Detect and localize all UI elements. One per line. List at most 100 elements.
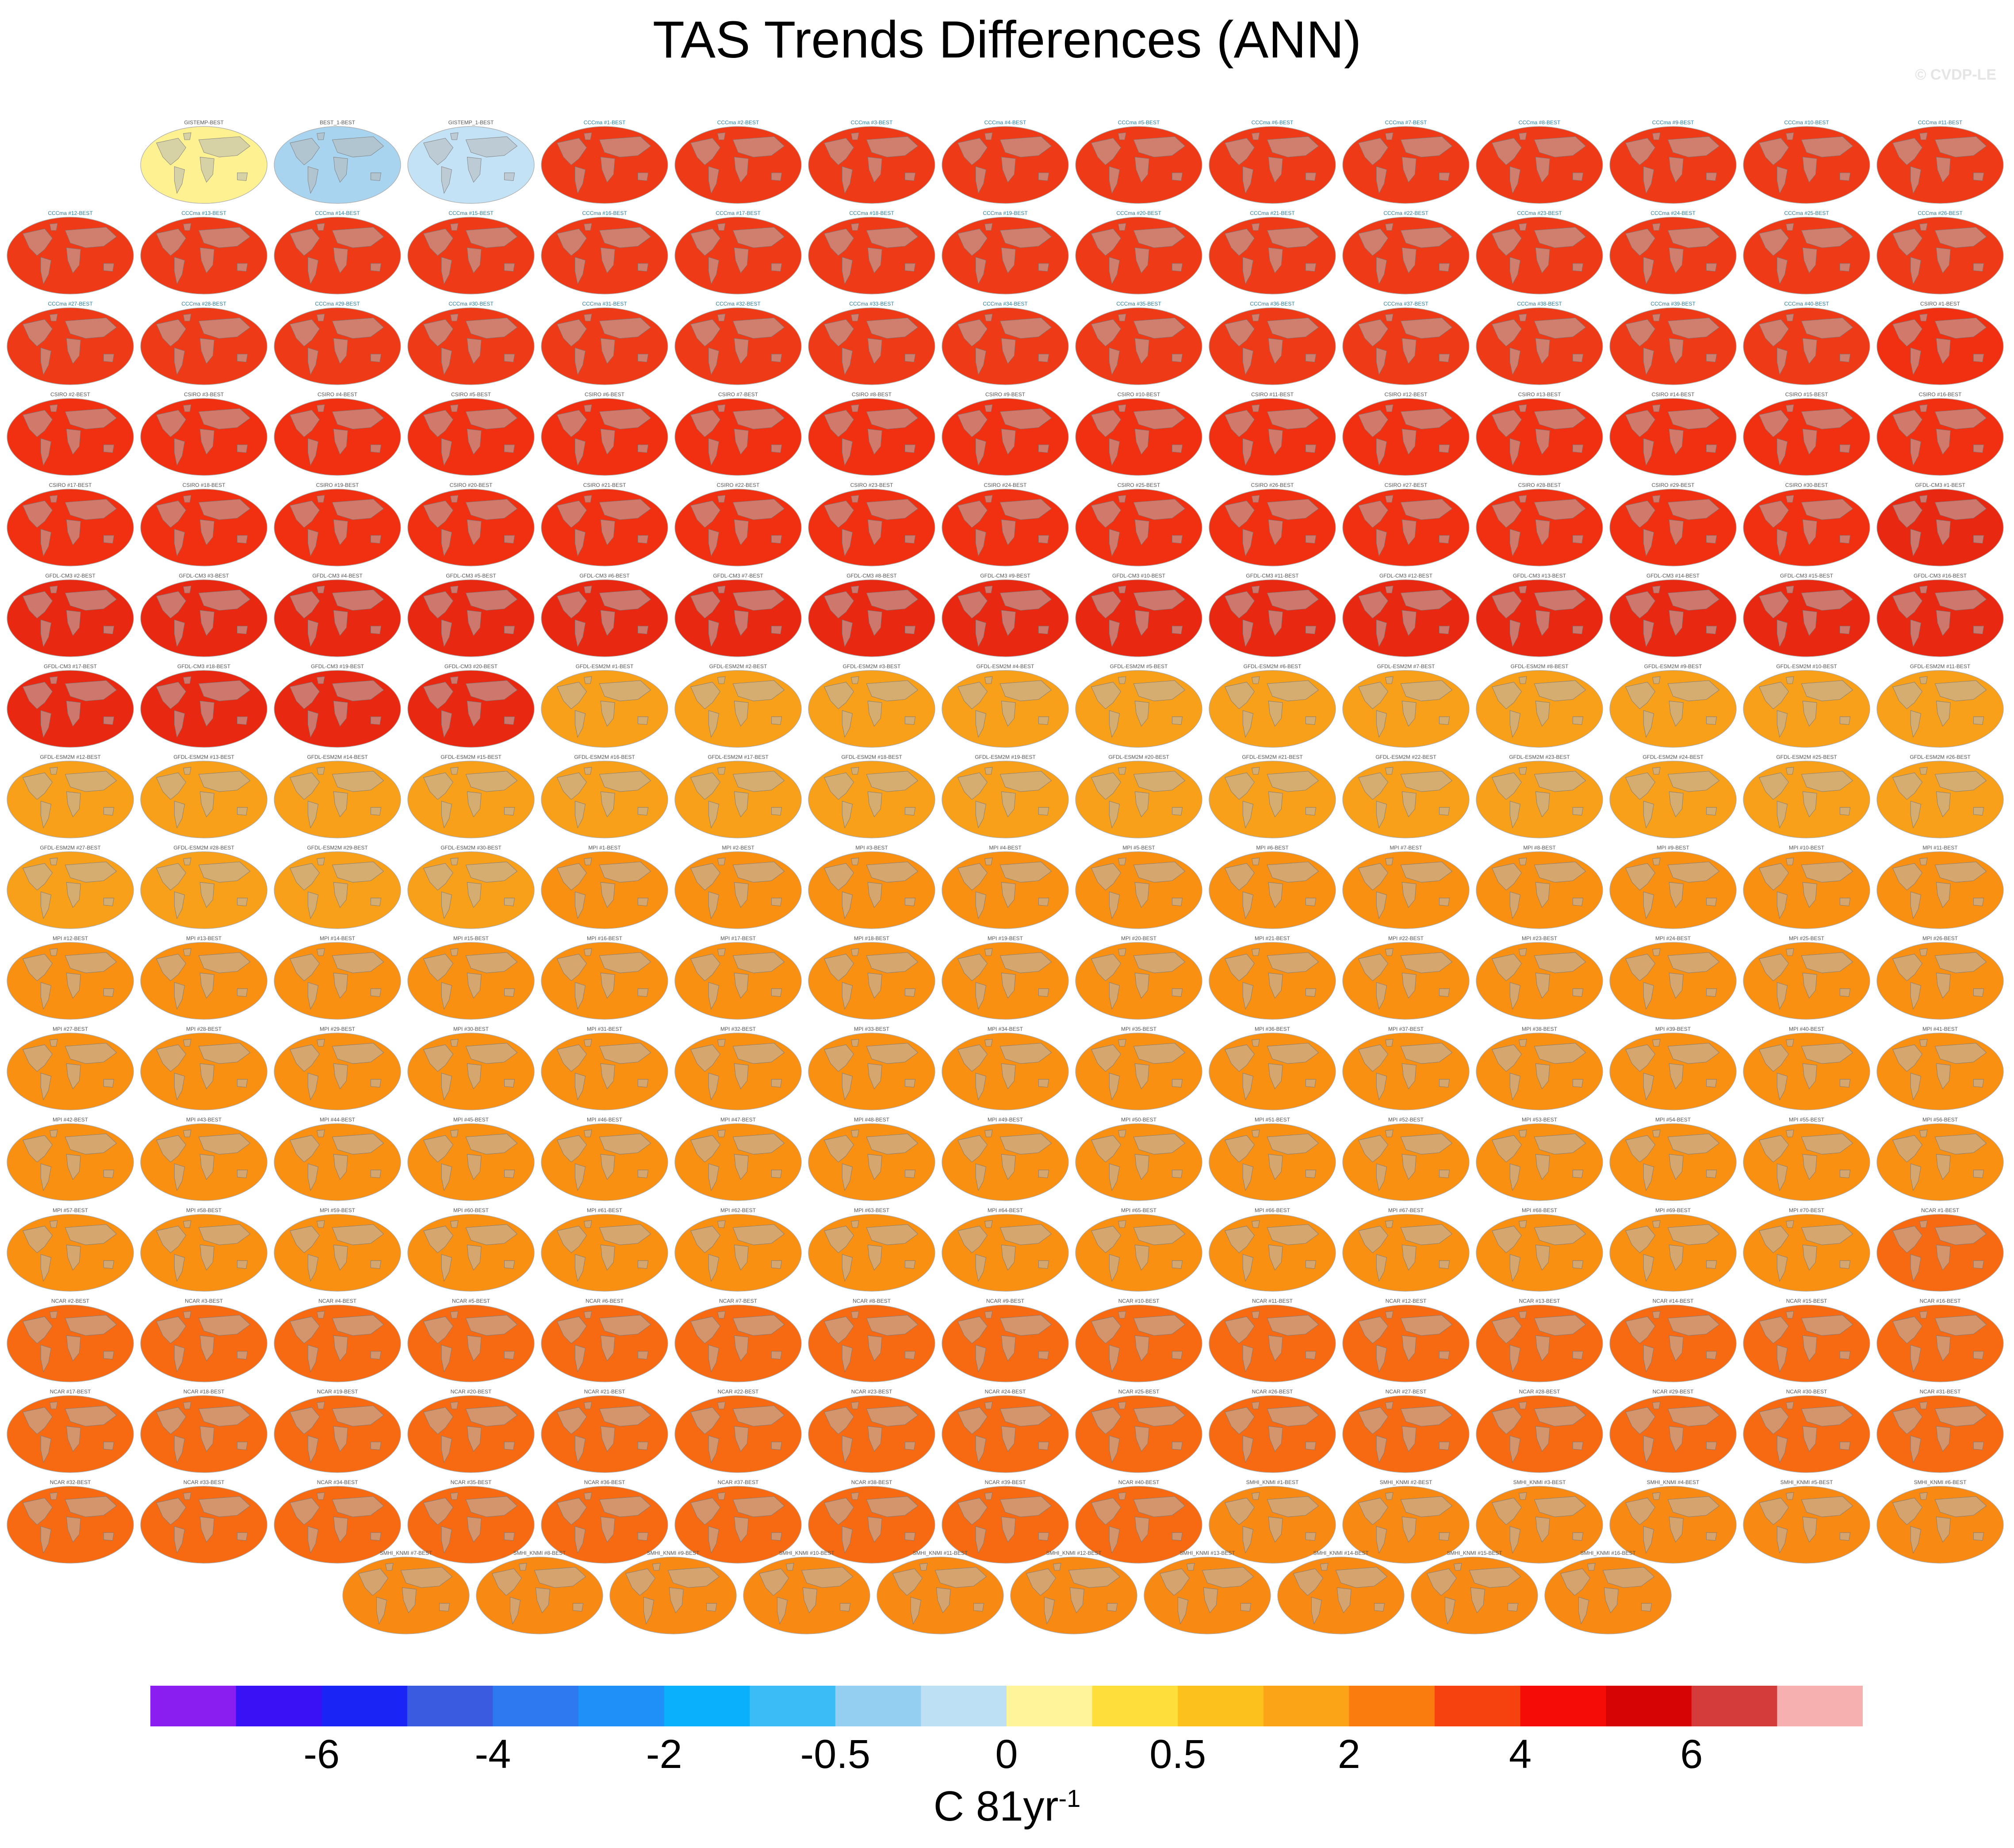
panel-label: MPI #36-BEST <box>1254 1026 1290 1032</box>
map-panel: MPI #37-BEST <box>1342 1026 1470 1111</box>
continent-outline <box>1519 132 1527 140</box>
continent-outline <box>1492 954 1522 981</box>
panel-label: MPI #25-BEST <box>1788 935 1825 941</box>
globe-outline <box>1476 1033 1603 1110</box>
panel-label: CCCma #21-BEST <box>1250 210 1295 216</box>
continent-outline <box>1786 1401 1794 1409</box>
continent-outline <box>1652 132 1661 140</box>
continent-outline <box>1172 1079 1183 1088</box>
continent-outline <box>65 771 117 792</box>
continent-outline <box>66 338 81 364</box>
continent-outline <box>1973 716 1984 725</box>
continent-outline <box>66 519 81 545</box>
continent-outline <box>599 408 651 429</box>
continent-outline <box>984 857 993 865</box>
colorbar-box <box>493 1686 579 1726</box>
globe-map <box>1876 579 2004 657</box>
colorbar-tick-label: 0 <box>995 1732 1018 1777</box>
continent-outline <box>183 1401 191 1409</box>
map-panel: MPI #25-BEST <box>1742 935 1871 1020</box>
panel-label: NCAR #40-BEST <box>1118 1479 1160 1485</box>
panel-label: MPI #66-BEST <box>1254 1207 1290 1213</box>
continent-outline <box>600 1244 615 1270</box>
continent-outline <box>905 1079 916 1088</box>
globe-outline <box>1609 1123 1737 1201</box>
continent-outline <box>1109 1254 1120 1282</box>
globe-outline <box>407 670 535 748</box>
globe-outline <box>1209 1033 1336 1110</box>
continent-outline <box>708 1163 719 1191</box>
continent-outline <box>1508 1603 1519 1612</box>
continent-outline <box>199 519 214 545</box>
panel-label: CSIRO #25-BEST <box>1117 482 1160 488</box>
continent-outline <box>1934 136 1987 157</box>
continent-outline <box>1492 863 1522 891</box>
continent-outline <box>1038 716 1049 725</box>
continent-outline <box>851 1129 859 1137</box>
globe-outline <box>1075 851 1202 929</box>
globe-outline <box>674 1486 802 1564</box>
globe-map <box>942 1395 1069 1473</box>
continent-outline <box>1840 444 1851 453</box>
continent-outline <box>1134 882 1149 908</box>
continent-outline <box>1936 610 1951 636</box>
continent-outline <box>1133 227 1186 248</box>
continent-outline <box>371 444 382 453</box>
panel-label: GFDL-ESM2M #16-BEST <box>574 754 635 760</box>
continent-outline <box>999 952 1052 973</box>
continent-outline <box>1667 680 1720 701</box>
map-panel: MPI #33-BEST <box>808 1026 936 1111</box>
globe-map <box>1876 761 2004 838</box>
globe-map <box>1075 670 1202 748</box>
globe-map <box>7 1033 134 1110</box>
panel-label: GISTEMP_1-BEST <box>448 119 494 126</box>
map-panel: CSIRO #18-BEST <box>140 482 268 567</box>
continent-outline <box>638 1442 649 1450</box>
continent-outline <box>50 948 58 956</box>
continent-outline <box>1385 1401 1394 1409</box>
continent-outline <box>50 767 58 775</box>
continent-outline <box>1454 1563 1462 1571</box>
panel-label: NCAR #32-BEST <box>50 1479 91 1485</box>
continent-outline <box>1936 1516 1951 1542</box>
continent-outline <box>1759 1407 1789 1435</box>
continent-outline <box>732 136 785 157</box>
continent-outline <box>50 585 58 593</box>
globe-outline <box>1476 489 1603 566</box>
panel-label: MPI #40-BEST <box>1788 1026 1825 1032</box>
continent-outline <box>333 882 348 908</box>
continent-outline <box>1509 710 1520 738</box>
panel-label: CCCma #17-BEST <box>716 210 761 216</box>
continent-outline <box>1358 1226 1388 1253</box>
continent-outline <box>1910 620 1921 647</box>
continent-outline <box>771 716 782 725</box>
continent-outline <box>1840 626 1851 635</box>
panel-label: MPI #23-BEST <box>1521 935 1558 941</box>
panel-label: CCCma #34-BEST <box>983 301 1028 307</box>
continent-outline <box>1492 410 1522 437</box>
continent-outline <box>332 589 384 611</box>
continent-outline <box>198 861 251 883</box>
colorbar-box <box>921 1686 1007 1726</box>
globe-map <box>407 1123 535 1201</box>
continent-outline <box>1934 318 1987 339</box>
continent-outline <box>1643 1073 1654 1101</box>
continent-outline <box>706 1603 717 1612</box>
continent-outline <box>1068 1567 1121 1588</box>
globe-outline <box>1609 851 1737 929</box>
continent-outline <box>771 1260 782 1269</box>
continent-outline <box>599 1133 651 1155</box>
globe-outline <box>674 307 802 385</box>
map-panel: SMHI_KNMI #2-BEST <box>1342 1479 1470 1564</box>
continent-outline <box>1001 791 1016 817</box>
continent-outline <box>40 529 51 557</box>
continent-outline <box>957 138 988 165</box>
continent-outline <box>1759 1226 1789 1253</box>
map-panel: GFDL-CM3 #5-BEST <box>407 573 535 658</box>
panel-label: CCCma #40-BEST <box>1784 301 1829 307</box>
continent-outline <box>1934 1224 1987 1245</box>
globe-outline <box>808 1033 935 1110</box>
continent-outline <box>717 223 726 231</box>
globe-map <box>1342 1486 1470 1564</box>
continent-outline <box>1802 1154 1817 1180</box>
